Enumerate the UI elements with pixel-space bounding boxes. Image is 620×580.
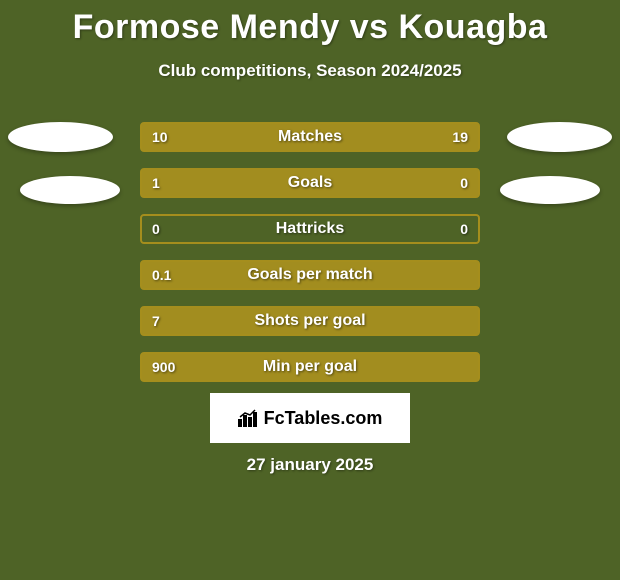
player-right-badge-1 — [507, 122, 612, 152]
brand-watermark: FcTables.com — [210, 393, 410, 443]
stat-row: 7Shots per goal — [140, 306, 480, 336]
chart-icon — [238, 409, 260, 427]
stat-row: 00Hattricks — [140, 214, 480, 244]
player-left-badge-2 — [20, 176, 120, 204]
comparison-title: Formose Mendy vs Kouagba — [0, 0, 620, 47]
stat-label: Hattricks — [142, 216, 478, 242]
stat-label: Shots per goal — [142, 308, 478, 334]
stat-label: Min per goal — [142, 354, 478, 380]
stat-row: 10Goals — [140, 168, 480, 198]
stat-row: 900Min per goal — [140, 352, 480, 382]
brand-label: FcTables.com — [264, 408, 383, 429]
comparison-subtitle: Club competitions, Season 2024/2025 — [0, 61, 620, 81]
stats-container: 1019Matches 10Goals 00Hattricks 0.1Goals pe… — [140, 122, 480, 398]
stat-row: 1019Matches — [140, 122, 480, 152]
generation-date: 27 january 2025 — [0, 455, 620, 475]
stat-label: Goals — [142, 170, 478, 196]
player-left-badge-1 — [8, 122, 113, 152]
stat-label: Matches — [142, 124, 478, 150]
player-right-badge-2 — [500, 176, 600, 204]
stat-label: Goals per match — [142, 262, 478, 288]
stat-row: 0.1Goals per match — [140, 260, 480, 290]
